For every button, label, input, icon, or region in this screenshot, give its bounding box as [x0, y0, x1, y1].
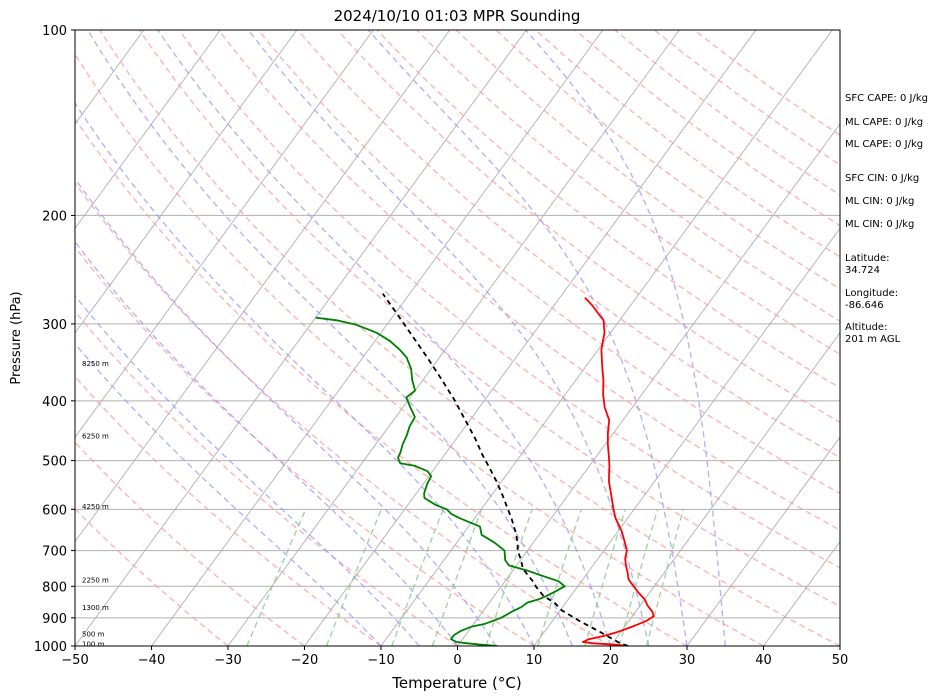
- x-tick-label: −40: [138, 653, 165, 668]
- dry-adiabat-line: [99, 30, 840, 646]
- sounding-parameter-text: ML CAPE: 0 J/kg: [845, 139, 924, 150]
- x-tick-label: −20: [291, 653, 318, 668]
- isotherm-line: [75, 30, 451, 543]
- isotherm-line: [763, 540, 840, 646]
- isotherm-line: [686, 436, 840, 646]
- x-tick-label: 50: [832, 653, 849, 668]
- dry-adiabat-line: [495, 30, 840, 290]
- dry-adiabat-line: [75, 117, 688, 646]
- dry-adiabat-line: [218, 30, 840, 531]
- x-tick-label: 40: [755, 653, 772, 668]
- mixing-ratio-line: [618, 509, 659, 646]
- y-tick-label: 800: [42, 580, 67, 595]
- height-label: 500 m: [82, 631, 105, 639]
- mixing-ratio-line: [431, 509, 483, 646]
- moist-adiabat-line: [75, 177, 497, 646]
- x-axis-label: Temperature (°C): [391, 674, 521, 692]
- dry-adiabat-line: [376, 30, 840, 389]
- height-label: 8250 m: [82, 360, 109, 368]
- dry-adiabat-line: [75, 53, 764, 646]
- isotherm-line: [227, 30, 680, 646]
- moist-adiabat-line: [87, 30, 573, 646]
- y-axis-label: Pressure (hPa): [9, 291, 24, 384]
- y-tick-label: 500: [42, 455, 67, 470]
- isotherm-line: [75, 30, 221, 230]
- isotherm-line: [75, 30, 374, 438]
- isotherm-line: [457, 123, 840, 646]
- parcel-profile-line: [382, 293, 629, 646]
- mixing-ratio-line: [246, 509, 307, 646]
- height-label: 4250 m: [82, 503, 109, 511]
- y-tick-label: 400: [42, 395, 67, 410]
- y-tick-label: 1000: [34, 640, 67, 655]
- mixing-ratio-line: [537, 509, 582, 646]
- dry-adiabat-line: [75, 246, 535, 646]
- mixing-ratio-line: [645, 509, 685, 646]
- dry-adiabat-line: [178, 30, 840, 569]
- sounding-parameter-text: ML CIN: 0 J/kg: [845, 219, 915, 230]
- y-tick-label: 200: [42, 209, 67, 224]
- x-tick-label: −30: [214, 653, 241, 668]
- sounding-parameter-text: SFC CIN: 0 J/kg: [845, 173, 920, 184]
- y-tick-label: 300: [42, 318, 67, 333]
- y-tick-label: 100: [42, 24, 67, 39]
- moist-adiabat-line: [247, 30, 650, 646]
- mixing-ratio-line: [584, 509, 626, 646]
- dry-adiabat-line: [75, 310, 458, 646]
- x-tick-label: −10: [367, 653, 394, 668]
- y-tick-label: 700: [42, 545, 67, 560]
- x-tick-label: 30: [679, 653, 696, 668]
- isotherm-line: [75, 30, 298, 334]
- dewpoint-profile-line: [315, 316, 566, 646]
- dry-adiabat-line: [75, 507, 229, 646]
- sounding-parameter-text: Longitude: -86.646: [845, 288, 899, 311]
- sounding-parameter-text: Altitude: 201 m AGL: [845, 322, 901, 345]
- moist-adiabat-line: [525, 30, 726, 646]
- moist-adiabat-line: [75, 240, 459, 646]
- height-label: 1300 m: [82, 604, 109, 612]
- x-tick-label: 20: [602, 653, 619, 668]
- moist-adiabat-line: [75, 101, 535, 646]
- isotherm-line: [533, 227, 840, 646]
- dry-adiabat-line: [336, 30, 840, 424]
- moist-adiabat-line: [157, 30, 612, 646]
- dry-adiabat-line: [138, 30, 840, 608]
- x-tick-label: 0: [453, 653, 461, 668]
- dry-adiabat-line: [75, 181, 611, 646]
- sounding-parameter-text: Latitude: 34.724: [845, 253, 890, 276]
- temperature-profile-line: [582, 297, 655, 646]
- dry-adiabat-line: [75, 441, 305, 646]
- moist-adiabat-line: [367, 30, 688, 646]
- height-label: 6250 m: [82, 432, 109, 440]
- mixing-ratio-line: [485, 509, 533, 646]
- height-label: 2250 m: [82, 577, 109, 585]
- isotherm-line: [610, 332, 840, 646]
- mixing-ratio-line: [391, 509, 444, 646]
- isotherm-line: [304, 30, 757, 646]
- isotherm-line: [75, 30, 527, 646]
- sounding-parameter-text: ML CAPE: 0 J/kg: [845, 117, 924, 128]
- sounding-parameter-text: SFC CAPE: 0 J/kg: [845, 93, 928, 104]
- mixing-ratio-line: [325, 509, 382, 646]
- plot-frame: [74, 29, 841, 647]
- isotherm-line: [380, 30, 833, 646]
- moist-adiabat-line: [75, 342, 382, 646]
- height-label: 100 m: [82, 640, 105, 648]
- sounding-parameter-text: ML CIN: 0 J/kg: [845, 196, 915, 207]
- y-tick-label: 600: [42, 503, 67, 518]
- chart-title: 2024/10/10 01:03 MPR Sounding: [334, 7, 581, 25]
- y-tick-label: 900: [42, 612, 67, 627]
- dry-adiabat-line: [297, 30, 840, 459]
- x-tick-label: −50: [61, 653, 88, 668]
- x-tick-label: 10: [526, 653, 543, 668]
- dry-adiabat-line: [75, 375, 382, 646]
